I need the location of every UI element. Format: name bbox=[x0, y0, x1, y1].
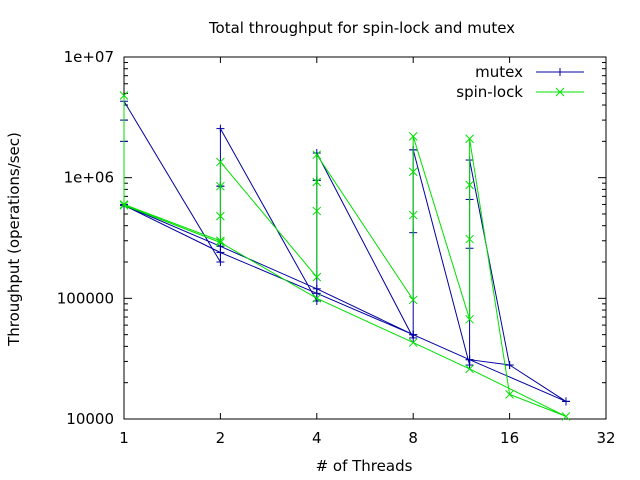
data-point bbox=[408, 131, 418, 141]
data-point bbox=[408, 167, 418, 177]
data-point bbox=[408, 210, 418, 220]
series-layer bbox=[119, 91, 571, 421]
data-point bbox=[216, 238, 225, 247]
series-line bbox=[123, 95, 567, 417]
series-line bbox=[123, 99, 567, 402]
legend-marker bbox=[556, 68, 564, 76]
data-point bbox=[216, 236, 225, 246]
y-tick-label: 1e+07 bbox=[64, 48, 114, 66]
data-point bbox=[216, 211, 225, 221]
data-point bbox=[465, 355, 474, 364]
data-point bbox=[465, 314, 474, 324]
y-axis-label: Throughput (operations/sec) bbox=[5, 132, 23, 347]
data-point bbox=[216, 181, 225, 191]
x-tick-label: 32 bbox=[596, 429, 615, 447]
data-point bbox=[216, 258, 225, 267]
y-axis: 10000 100000 1e+06 1e+07 bbox=[57, 48, 606, 428]
series-mutex bbox=[120, 97, 570, 406]
data-point bbox=[465, 234, 474, 244]
data-point bbox=[119, 91, 129, 100]
data-point bbox=[119, 200, 129, 210]
data-point bbox=[216, 157, 225, 167]
data-point bbox=[312, 177, 322, 187]
data-point bbox=[408, 338, 418, 347]
legend: mutex spin-lock bbox=[456, 63, 584, 101]
data-point bbox=[561, 412, 571, 421]
data-point bbox=[312, 272, 322, 282]
series-spin-lock bbox=[119, 91, 571, 421]
x-tick-label: 8 bbox=[408, 429, 418, 447]
y-tick-label: 10000 bbox=[66, 410, 114, 428]
y-tick-label: 100000 bbox=[57, 289, 114, 307]
data-point bbox=[216, 124, 225, 133]
data-point bbox=[505, 361, 514, 370]
x-tick-label: 4 bbox=[312, 429, 322, 447]
legend-marker bbox=[555, 87, 565, 97]
x-tick-label: 1 bbox=[119, 429, 129, 447]
data-point bbox=[465, 180, 474, 190]
data-point bbox=[505, 390, 514, 399]
data-point bbox=[408, 295, 418, 305]
data-point bbox=[465, 364, 474, 374]
plot-border bbox=[123, 56, 607, 420]
x-tick-label: 16 bbox=[500, 429, 519, 447]
data-point bbox=[465, 134, 474, 144]
y-tick-label: 1e+06 bbox=[64, 169, 114, 187]
data-point bbox=[312, 206, 322, 216]
data-point bbox=[409, 330, 418, 339]
data-point bbox=[312, 284, 321, 293]
x-tick-label: 2 bbox=[216, 429, 226, 447]
data-point bbox=[119, 200, 129, 209]
x-axis: 1 2 4 8 16 32 bbox=[119, 57, 616, 447]
data-point bbox=[216, 242, 225, 251]
data-point bbox=[312, 150, 322, 160]
legend-label: spin-lock bbox=[456, 83, 523, 101]
legend-label: mutex bbox=[475, 63, 523, 81]
data-point bbox=[561, 397, 570, 406]
chart-title: Total throughput for spin-lock and mutex bbox=[208, 19, 515, 37]
x-axis-label: # of Threads bbox=[316, 457, 413, 475]
plot-frame bbox=[123, 56, 607, 420]
data-point bbox=[312, 293, 322, 303]
